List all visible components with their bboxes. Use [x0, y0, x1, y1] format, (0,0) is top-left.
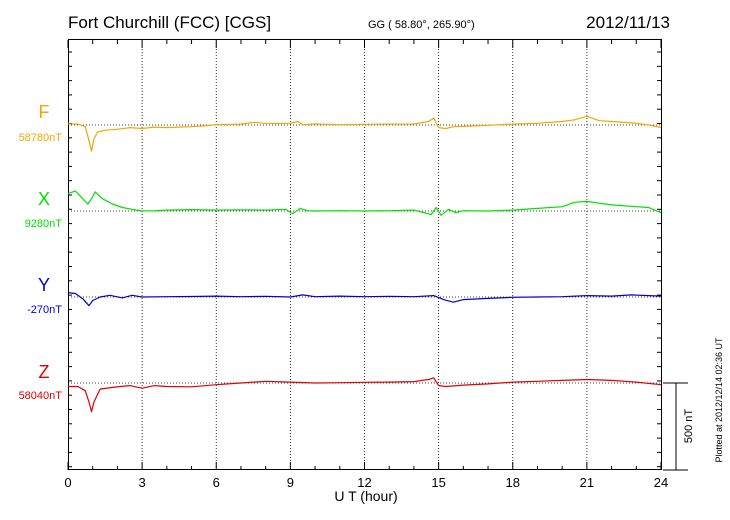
- x-tick-label-3: 3: [139, 475, 146, 490]
- x-tick-label-24: 24: [654, 475, 668, 490]
- series-baseline-y: -270nT: [27, 304, 62, 316]
- series-baseline-x: 9280nT: [25, 218, 63, 230]
- series-baseline-f: 58780nT: [19, 132, 63, 144]
- series-name-f: F: [39, 102, 50, 122]
- x-axis-label: U T (hour): [334, 488, 397, 504]
- axis-ticks: [67, 40, 662, 470]
- coords-label: GG ( 58.80°, 265.90°): [368, 19, 475, 31]
- series-lines: [67, 115, 662, 413]
- x-tick-label-0: 0: [64, 475, 71, 490]
- x-tick-label-12: 12: [357, 475, 371, 490]
- series-labels: F 58780nT X 9280nT Y -270nT Z 58040nT: [19, 102, 63, 402]
- grid-lines: [141, 40, 588, 470]
- scale-bar-label: 500 nT: [683, 409, 695, 444]
- scale-bar: 500 nT: [663, 382, 695, 471]
- x-tick-label-15: 15: [431, 475, 445, 490]
- x-tick-label-6: 6: [213, 475, 220, 490]
- station-title: Fort Churchill (FCC) [CGS]: [68, 13, 271, 32]
- x-tick-label-9: 9: [287, 475, 294, 490]
- plot-frame: [68, 39, 662, 470]
- x-tick-labels: 0 3 6 9 12 15 18 21 24: [64, 475, 668, 490]
- x-tick-label-21: 21: [580, 475, 594, 490]
- series-baseline-z: 58040nT: [19, 390, 63, 402]
- date-label: 2012/11/13: [586, 13, 670, 32]
- series-name-z: Z: [39, 362, 50, 382]
- plotted-note: Plotted at 2012/12/14 02:36 UT: [714, 337, 724, 463]
- series-line-z: [68, 377, 662, 413]
- series-name-x: X: [38, 189, 50, 209]
- series-line-f: [67, 115, 662, 152]
- series-name-y: Y: [38, 275, 50, 295]
- series-line-x: [67, 190, 662, 216]
- x-tick-label-18: 18: [506, 475, 520, 490]
- series-line-y: [67, 292, 662, 307]
